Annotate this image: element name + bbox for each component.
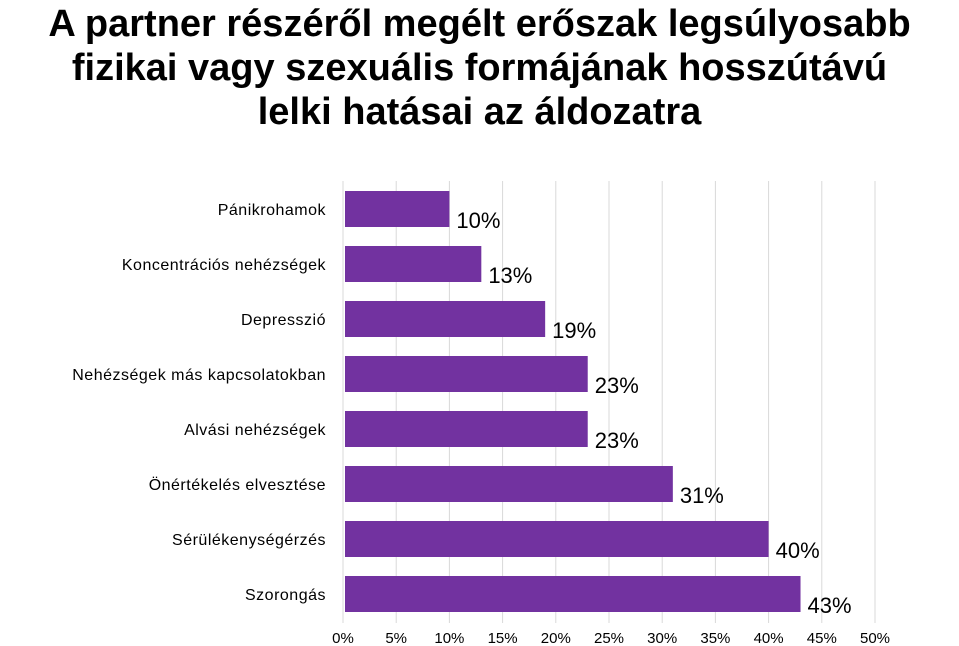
bars	[345, 191, 801, 612]
bar	[345, 246, 482, 282]
x-tick-label: 0%	[332, 630, 354, 646]
x-axis-tick-labels: 0% 5% 10% 15% 20% 25% 30% 35% 40% 45% 50%	[332, 630, 890, 646]
x-tick-label: 45%	[807, 630, 837, 646]
data-label: 31%	[680, 483, 724, 508]
x-tick-label: 40%	[754, 630, 784, 646]
data-label: 13%	[488, 263, 532, 288]
bar	[345, 356, 588, 392]
x-tick-label: 20%	[541, 630, 571, 646]
x-tick-label: 50%	[860, 630, 890, 646]
x-tick-label: 30%	[647, 630, 677, 646]
data-label: 40%	[776, 538, 820, 563]
bar	[345, 466, 673, 502]
category-label: Pánikrohamok	[218, 202, 327, 219]
bar	[345, 576, 801, 612]
title-line-1: A partner részéről megélt erőszak legsúl…	[48, 3, 911, 45]
x-tick-label: 25%	[594, 630, 624, 646]
category-label: Koncentrációs nehézségek	[122, 257, 327, 274]
data-labels: 10% 13% 19% 23% 23% 31% 40% 43%	[456, 208, 851, 618]
x-tick-label: 35%	[700, 630, 730, 646]
chart-title: A partner részéről megélt erőszak legsúl…	[0, 2, 959, 134]
category-label: Szorongás	[245, 587, 326, 604]
category-label: Sérülékenységérzés	[172, 532, 326, 549]
category-label: Depresszió	[241, 312, 326, 329]
bar	[345, 521, 769, 557]
bar	[345, 411, 588, 447]
data-label: 19%	[552, 318, 596, 343]
data-label: 23%	[595, 428, 639, 453]
title-line-2: fizikai vagy szexuális formájának hosszú…	[71, 47, 888, 89]
data-label: 10%	[456, 208, 500, 233]
x-tick-label: 5%	[385, 630, 407, 646]
title-line-3: lelki hatásai az áldozatra	[257, 91, 702, 133]
category-label: Önértékelés elvesztése	[149, 476, 326, 494]
x-tick-label: 15%	[488, 630, 518, 646]
data-label: 43%	[808, 593, 852, 618]
bar	[345, 301, 546, 337]
data-label: 23%	[595, 373, 639, 398]
x-tick-label: 10%	[434, 630, 464, 646]
category-labels: Pánikrohamok Koncentrációs nehézségek Depr…	[72, 202, 326, 604]
category-label: Nehézségek más kapcsolatokban	[72, 367, 326, 384]
category-label: Alvási nehézségek	[184, 422, 326, 439]
bar	[345, 191, 450, 227]
